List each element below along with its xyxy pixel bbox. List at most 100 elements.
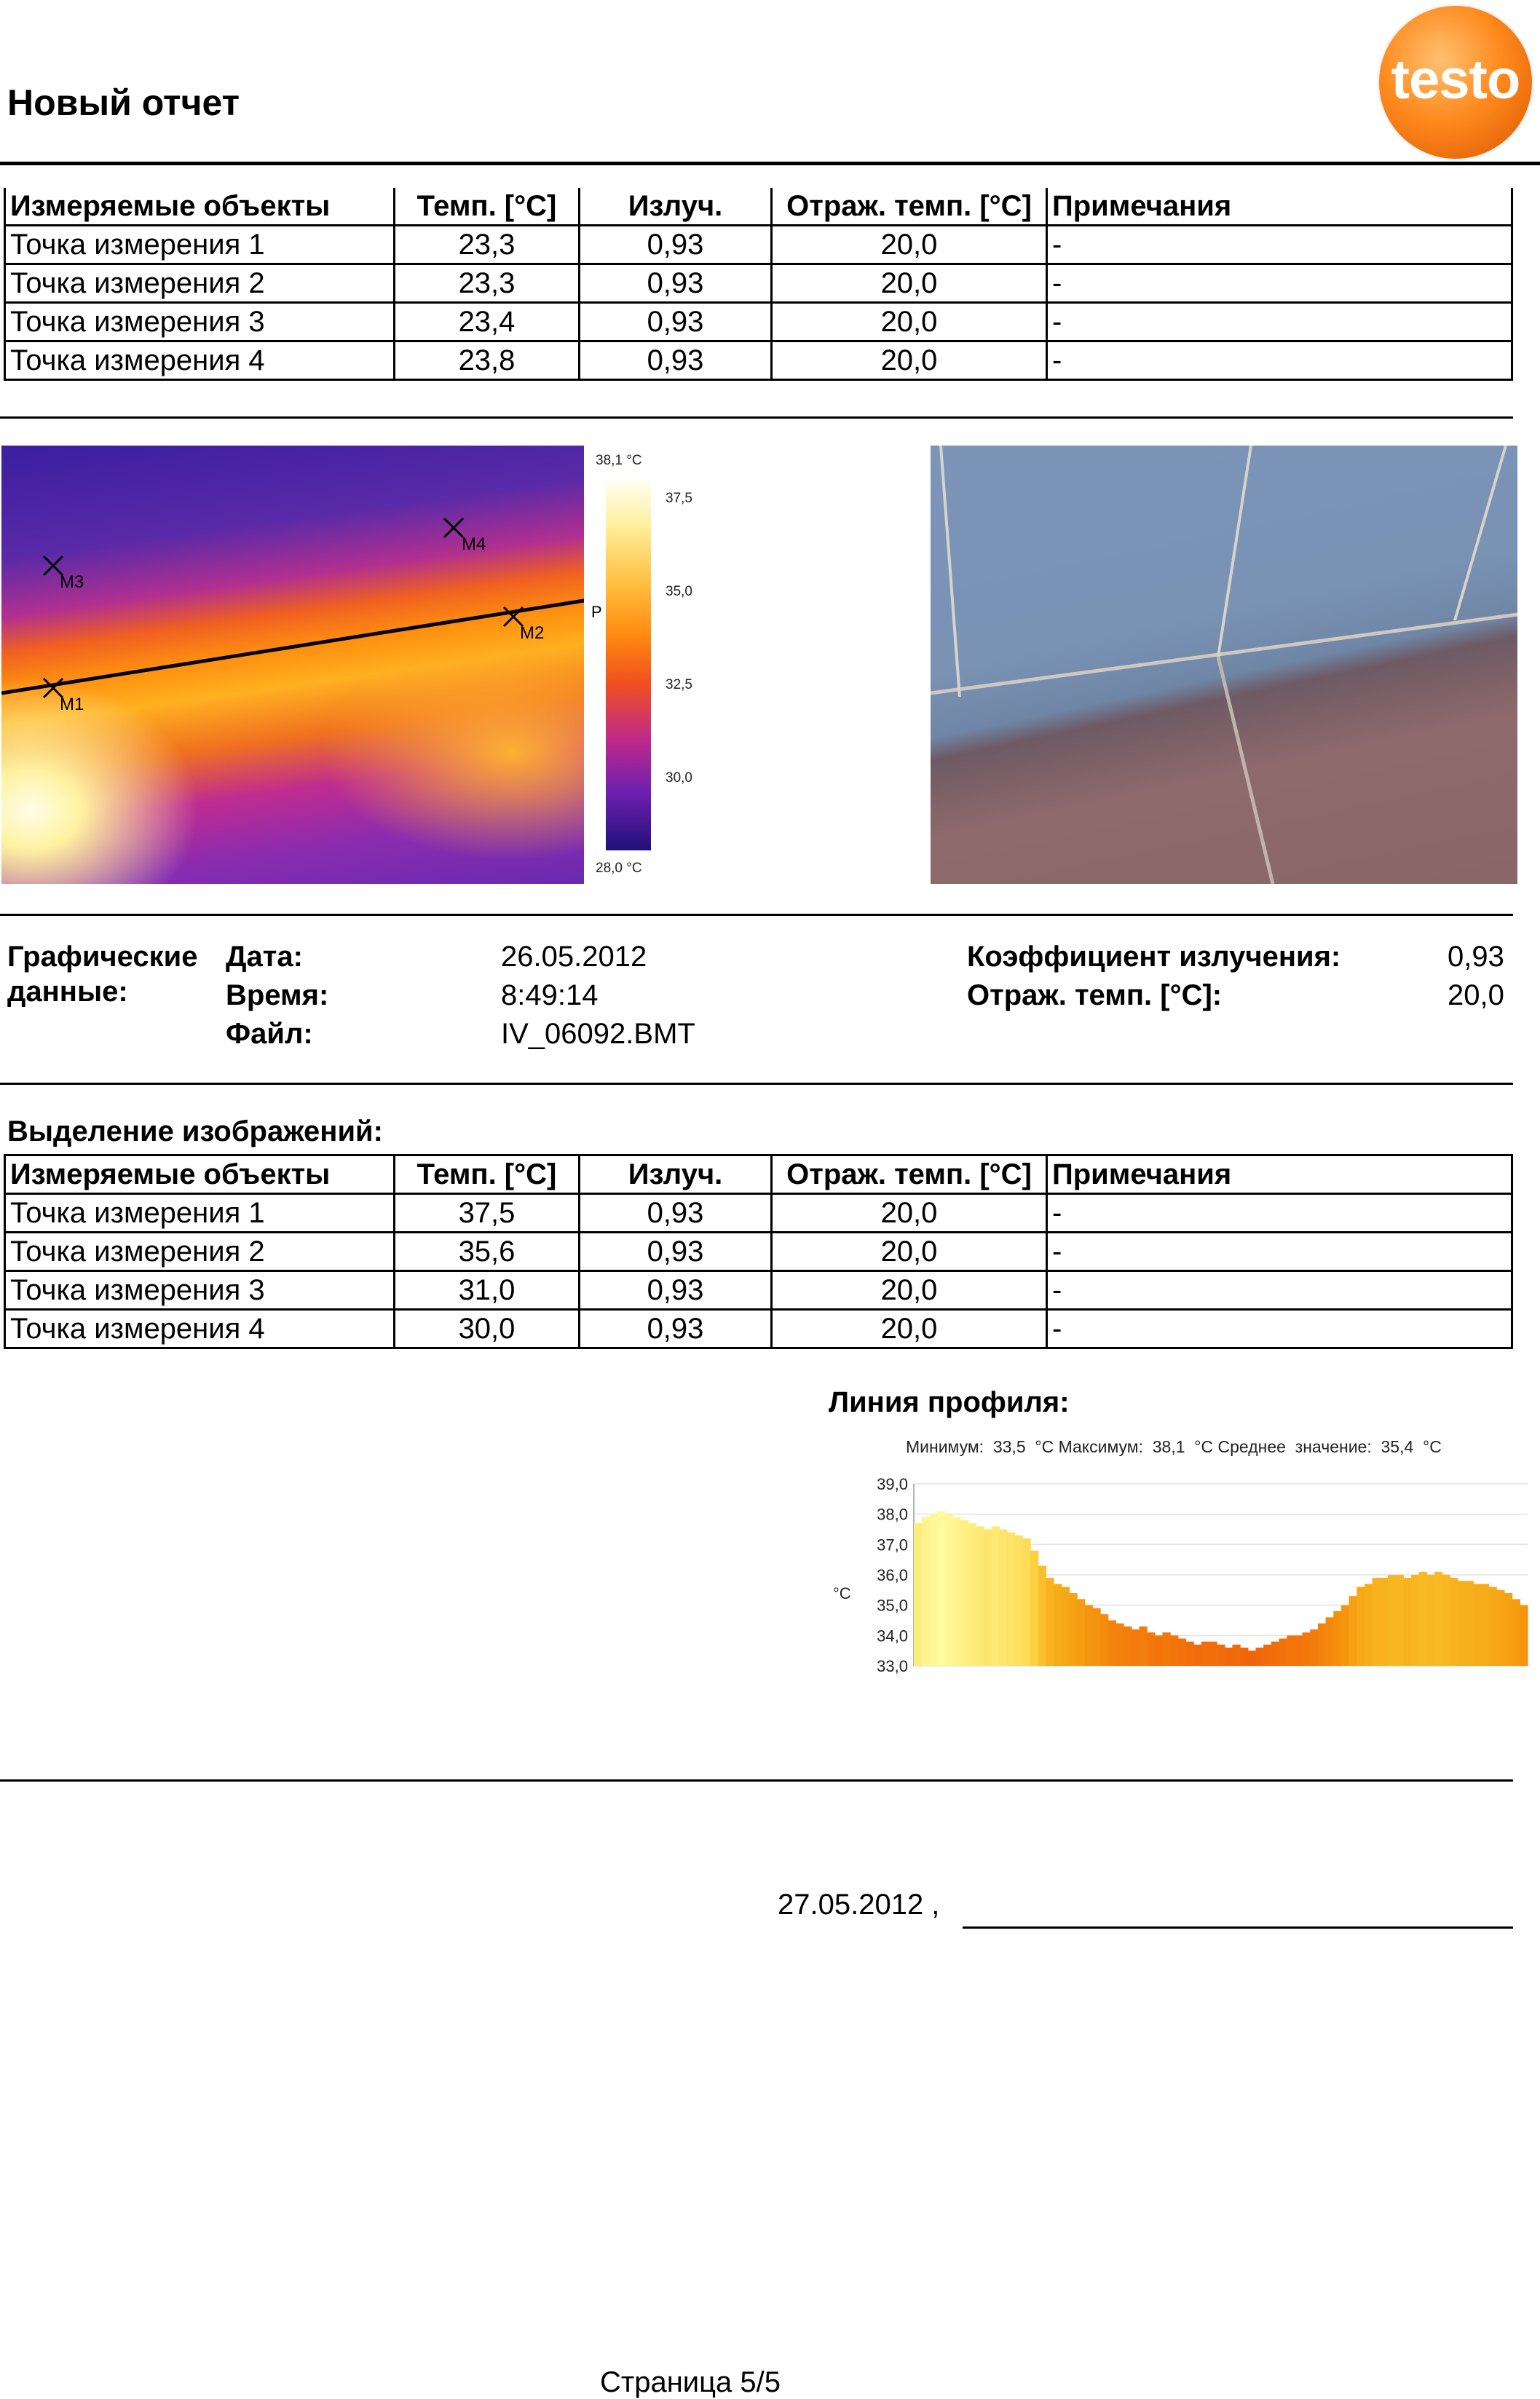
row-emissivity: 0,93 <box>578 340 773 381</box>
table-row: Точка измерения 3 23,4 0,93 20,0 - <box>4 301 1513 342</box>
profile-bar <box>1520 1605 1528 1666</box>
profile-bar <box>1310 1629 1319 1666</box>
y-tick-label: 33,0 <box>877 1657 908 1675</box>
profile-bar <box>968 1523 976 1666</box>
profile-bar <box>1357 1586 1365 1666</box>
marker-p: P <box>591 603 602 621</box>
profile-line <box>1 598 584 695</box>
col-refl-temp: Отраж. темп. [°C] <box>770 1154 1048 1195</box>
profile-bar <box>1488 1586 1497 1666</box>
profile-heading: Линия профиля: <box>829 1386 1070 1418</box>
profile-bar <box>1092 1608 1101 1666</box>
divider <box>0 416 1513 419</box>
divider <box>0 1083 1513 1085</box>
profile-bar <box>1325 1617 1334 1666</box>
row-emissivity: 0,93 <box>578 301 773 342</box>
profile-bar <box>1294 1635 1303 1666</box>
table-row: Точка измерения 3 31,0 0,93 20,0 - <box>4 1270 1513 1311</box>
profile-bar <box>991 1526 1000 1666</box>
profile-bar <box>952 1517 961 1666</box>
marker-m3: M3 <box>60 572 84 592</box>
col-refl-temp: Отраж. темп. [°C] <box>770 188 1048 226</box>
profile-bar <box>944 1514 953 1666</box>
measurements-table-1: Измеряемые объекты Темп. [°C] Излуч. Отр… <box>4 188 1513 381</box>
profile-bar <box>1480 1584 1490 1666</box>
profile-bar <box>1131 1629 1140 1666</box>
row-emissivity: 0,93 <box>578 1308 773 1349</box>
profile-bar <box>1077 1599 1086 1666</box>
y-tick-label: 34,0 <box>877 1627 908 1645</box>
y-tick-label: 37,0 <box>877 1536 908 1554</box>
divider <box>0 914 1513 916</box>
row-temp: 23,8 <box>393 340 580 381</box>
profile-bar <box>1217 1644 1225 1666</box>
profile-bar <box>960 1520 969 1666</box>
table-header-row: Измеряемые объекты Темп. [°C] Излуч. Отр… <box>4 1154 1513 1195</box>
divider <box>0 1779 1513 1782</box>
marker-crosses <box>42 517 524 699</box>
visual-photo <box>931 446 1517 884</box>
row-refl: 20,0 <box>770 263 1048 304</box>
profile-bar <box>1240 1648 1249 1666</box>
time-label: Время: <box>226 979 329 1011</box>
profile-bar <box>1340 1605 1350 1666</box>
time-value: 8:49:14 <box>501 979 599 1011</box>
profile-bar <box>1271 1641 1280 1666</box>
profile-bar <box>1279 1638 1287 1666</box>
refl-temp-label: Отраж. темп. [°C]: <box>967 979 1223 1011</box>
scale-tick: 32,5 <box>666 677 692 692</box>
header-divider <box>0 162 1540 165</box>
y-axis-label: °C <box>833 1584 851 1602</box>
marker-m2: M2 <box>520 623 545 643</box>
row-name: Точка измерения 2 <box>4 1231 395 1272</box>
profile-bar <box>1372 1578 1381 1666</box>
profile-bar <box>1512 1599 1520 1666</box>
profile-bar <box>929 1514 938 1666</box>
profile-bar <box>1124 1626 1132 1666</box>
photo-grout-lines <box>931 446 1517 884</box>
row-refl: 20,0 <box>770 224 1048 265</box>
row-temp: 23,3 <box>393 263 580 304</box>
measurements-table-2: Измеряемые объекты Темп. [°C] Излуч. Отр… <box>4 1154 1513 1349</box>
row-name: Точка измерения 1 <box>4 224 395 265</box>
col-emissivity: Излуч. <box>578 188 773 226</box>
profile-bar <box>1287 1635 1295 1666</box>
row-emissivity: 0,93 <box>578 224 773 265</box>
refl-temp-value: 20,0 <box>1448 979 1504 1011</box>
profile-bar <box>1162 1632 1171 1666</box>
profile-bar <box>1193 1644 1202 1666</box>
table-header-row: Измеряемые объекты Темп. [°C] Излуч. Отр… <box>4 188 1513 226</box>
row-name: Точка измерения 4 <box>4 340 395 381</box>
profile-bar <box>1107 1620 1117 1666</box>
profile-bar <box>1317 1623 1327 1666</box>
profile-bar <box>1014 1535 1023 1666</box>
row-refl: 20,0 <box>770 301 1048 342</box>
page-number: Страница 5/5 <box>600 2366 781 2398</box>
scale-tick: 30,0 <box>666 770 692 786</box>
profile-bar <box>1030 1550 1039 1666</box>
profile-chart: 39,0 38,0 37,0 36,0 35,0 34,0 33,0 °C <box>833 1475 1528 1675</box>
profile-bar <box>1434 1571 1443 1666</box>
profile-bar <box>1007 1532 1016 1666</box>
profile-bar <box>1403 1578 1412 1666</box>
profile-bar <box>1504 1593 1513 1666</box>
temperature-scale <box>606 479 651 850</box>
profile-bar <box>914 1523 923 1666</box>
row-note: - <box>1046 1270 1513 1311</box>
row-refl: 20,0 <box>770 1193 1048 1233</box>
profile-bar <box>1069 1593 1078 1666</box>
col-temp: Темп. [°C] <box>393 188 580 226</box>
thermal-image: M1 M2 M3 M4 <box>1 446 584 884</box>
profile-bar <box>1426 1575 1435 1666</box>
row-emissivity: 0,93 <box>578 1193 773 1233</box>
profile-bar <box>1100 1614 1109 1666</box>
profile-bar <box>1473 1584 1482 1666</box>
report-title: Новый отчет <box>7 82 240 123</box>
row-note: - <box>1046 1231 1513 1272</box>
table-row: Точка измерения 1 23,3 0,93 20,0 - <box>4 224 1513 265</box>
row-refl: 20,0 <box>770 1270 1048 1311</box>
profile-bar <box>1022 1538 1031 1666</box>
profile-bar <box>937 1511 946 1666</box>
scale-tick: 37,5 <box>666 491 692 506</box>
profile-bar <box>1418 1571 1427 1666</box>
